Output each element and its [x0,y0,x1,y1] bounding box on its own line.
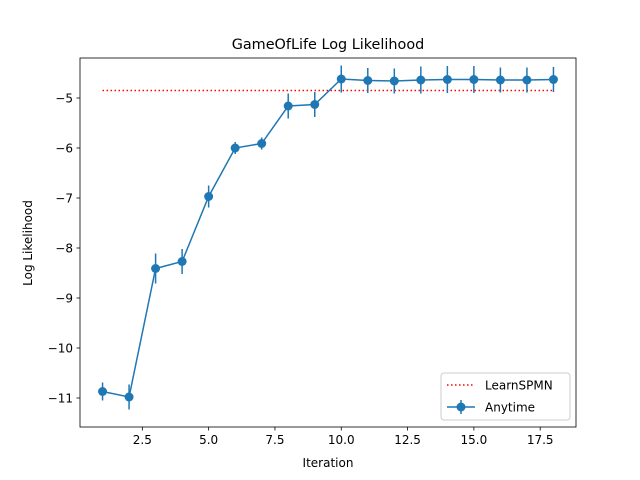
x-tick-label: 10.0 [328,433,355,447]
y-tick-label: −7 [55,191,73,205]
y-tick-label: −6 [55,141,73,155]
data-point [124,392,134,402]
y-tick-label: −9 [55,291,73,305]
x-tick-label: 5.0 [199,433,218,447]
data-point [469,75,479,84]
data-point [257,139,267,148]
y-tick-label: −8 [55,241,73,255]
axes: 2.5 5.0 7.5 10.0 12.5 15.0 17.5 −11 −10 −9 −8 −7 −6 −… [48,57,577,447]
legend-anytime-label: Anytime [485,401,535,415]
y-axis-label: Log Likelihood [21,200,35,286]
data-point [177,257,187,266]
data-point [310,100,320,109]
x-tick-label: 17.5 [527,433,554,447]
chart-title: GameOfLife Log Likelihood [232,37,425,53]
x-tick-label: 7.5 [265,433,284,447]
data-point [416,75,426,85]
data-point [204,192,214,201]
x-tick-label: 15.0 [461,433,488,447]
data-point [522,75,532,85]
x-tick-label: 12.5 [394,433,421,447]
data-point [389,76,399,86]
data-point [336,74,346,84]
plot-area [98,65,558,410]
data-point [98,387,108,396]
x-tick-label: 2.5 [133,433,152,447]
y-tick-label: −11 [48,391,73,405]
data-point [363,76,373,85]
y-tick-label: −5 [55,91,73,105]
legend-anytime-swatch-marker [456,402,466,412]
legend-box [440,372,571,421]
axes-frame [79,57,577,428]
x-axis-label: Iteration [303,456,354,470]
legend: LearnSPMN Anytime [440,372,571,421]
data-point [151,264,161,273]
data-point [442,75,452,84]
data-point [495,75,505,85]
legend-learnspmn-label: LearnSPMN [485,379,553,393]
data-point [283,101,293,111]
data-point [230,143,240,153]
data-point [548,75,558,84]
y-tick-label: −10 [48,341,73,355]
